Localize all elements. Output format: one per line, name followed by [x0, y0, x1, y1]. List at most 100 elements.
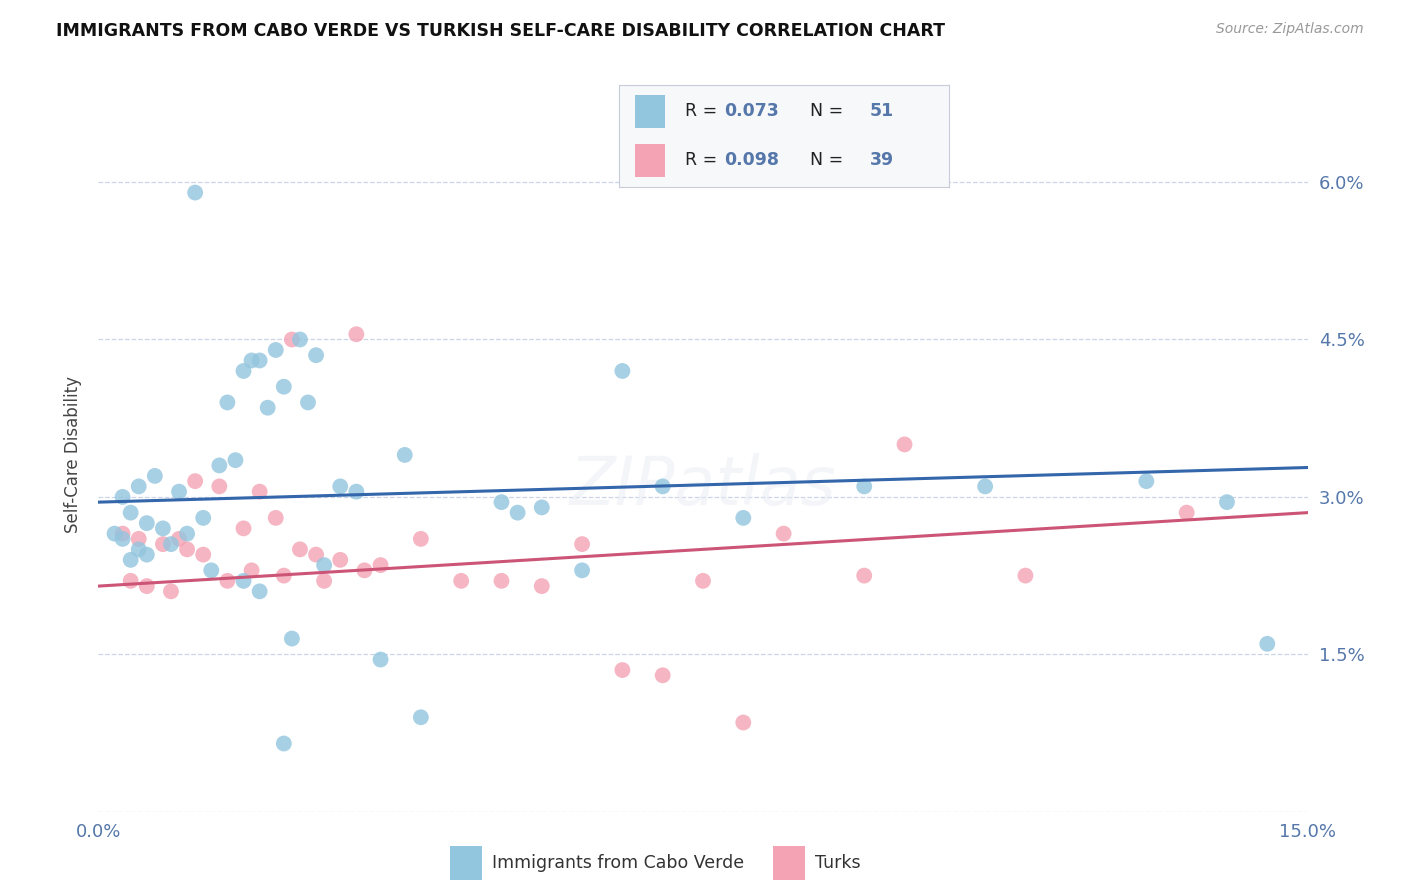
- Point: [409, 532, 432, 546]
- Point: [370, 558, 392, 573]
- Bar: [636, 95, 665, 128]
- Point: [853, 568, 876, 582]
- Point: [344, 484, 367, 499]
- Point: [370, 652, 392, 666]
- Point: [733, 715, 755, 730]
- Point: [184, 474, 207, 488]
- Point: [208, 479, 231, 493]
- Text: N =: N =: [810, 151, 849, 169]
- Text: 0.073: 0.073: [724, 103, 779, 120]
- Text: Source: ZipAtlas.com: Source: ZipAtlas.com: [1216, 22, 1364, 37]
- Text: 51: 51: [870, 103, 894, 120]
- Point: [329, 479, 352, 493]
- Point: [651, 479, 673, 493]
- Point: [1175, 506, 1198, 520]
- Point: [160, 584, 183, 599]
- Point: [329, 553, 352, 567]
- Point: [571, 563, 593, 577]
- Bar: [450, 846, 481, 880]
- Point: [111, 490, 134, 504]
- Point: [256, 401, 278, 415]
- Point: [111, 526, 134, 541]
- Point: [314, 574, 336, 588]
- Point: [135, 579, 157, 593]
- Point: [120, 506, 142, 520]
- Point: [530, 579, 553, 593]
- Point: [450, 574, 472, 588]
- Point: [167, 532, 190, 546]
- Point: [232, 521, 254, 535]
- Point: [232, 364, 254, 378]
- Point: [1256, 637, 1278, 651]
- Point: [314, 558, 336, 573]
- Point: [240, 353, 263, 368]
- Point: [217, 395, 239, 409]
- Point: [120, 553, 142, 567]
- Text: R =: R =: [685, 151, 723, 169]
- Point: [264, 511, 287, 525]
- Point: [160, 537, 183, 551]
- Point: [491, 495, 513, 509]
- Point: [120, 574, 142, 588]
- Text: 39: 39: [870, 151, 894, 169]
- Point: [152, 521, 174, 535]
- Point: [353, 563, 375, 577]
- Point: [281, 333, 304, 347]
- Point: [1135, 474, 1157, 488]
- Point: [232, 574, 254, 588]
- Point: [1216, 495, 1239, 509]
- Text: IMMIGRANTS FROM CABO VERDE VS TURKISH SELF-CARE DISABILITY CORRELATION CHART: IMMIGRANTS FROM CABO VERDE VS TURKISH SE…: [56, 22, 945, 40]
- Point: [612, 364, 634, 378]
- Y-axis label: Self-Care Disability: Self-Care Disability: [65, 376, 83, 533]
- Point: [103, 526, 125, 541]
- Point: [394, 448, 416, 462]
- Point: [692, 574, 714, 588]
- Point: [249, 584, 271, 599]
- Point: [208, 458, 231, 473]
- Text: N =: N =: [810, 103, 849, 120]
- Point: [974, 479, 997, 493]
- Point: [264, 343, 287, 357]
- Point: [651, 668, 673, 682]
- Point: [249, 353, 271, 368]
- Text: R =: R =: [685, 103, 723, 120]
- Point: [344, 327, 367, 342]
- Point: [217, 574, 239, 588]
- Point: [184, 186, 207, 200]
- Point: [167, 484, 190, 499]
- Point: [281, 632, 304, 646]
- Point: [240, 563, 263, 577]
- Text: Turks: Turks: [815, 854, 860, 872]
- Point: [305, 548, 328, 562]
- Point: [1014, 568, 1036, 582]
- Point: [853, 479, 876, 493]
- Point: [152, 537, 174, 551]
- Point: [772, 526, 794, 541]
- Point: [176, 526, 198, 541]
- Point: [297, 395, 319, 409]
- Point: [128, 532, 150, 546]
- Point: [224, 453, 246, 467]
- Point: [409, 710, 432, 724]
- Point: [288, 333, 311, 347]
- Text: Immigrants from Cabo Verde: Immigrants from Cabo Verde: [492, 854, 744, 872]
- Point: [128, 479, 150, 493]
- Point: [530, 500, 553, 515]
- Point: [135, 548, 157, 562]
- Point: [893, 437, 915, 451]
- Bar: [636, 145, 665, 177]
- Point: [249, 484, 271, 499]
- Point: [273, 380, 295, 394]
- Point: [111, 532, 134, 546]
- Point: [305, 348, 328, 362]
- Point: [200, 563, 222, 577]
- Point: [571, 537, 593, 551]
- Point: [193, 511, 215, 525]
- Text: ZIPatlas: ZIPatlas: [569, 453, 837, 519]
- Point: [506, 506, 529, 520]
- Point: [273, 737, 295, 751]
- Point: [491, 574, 513, 588]
- Point: [143, 469, 166, 483]
- Point: [193, 548, 215, 562]
- Point: [273, 568, 295, 582]
